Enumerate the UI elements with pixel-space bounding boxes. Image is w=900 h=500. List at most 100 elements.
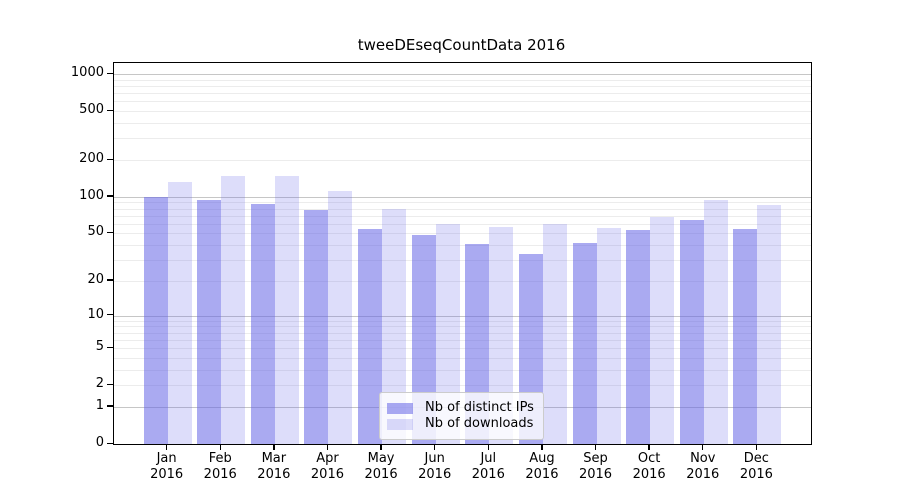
grid-line-minor [114, 123, 811, 125]
grid-line-minor [114, 357, 811, 359]
x-tick-label: Jun 2016 [418, 451, 452, 482]
bar-downloads [328, 190, 353, 444]
x-tick-label: Aug 2016 [525, 451, 559, 482]
x-tick-mark [702, 444, 704, 450]
bar-distinct-ips [304, 210, 329, 444]
x-tick-label: Dec 2016 [739, 451, 773, 482]
y-tick-mark [107, 405, 113, 407]
y-tick-label: 1 [95, 397, 104, 413]
bar-distinct-ips [358, 229, 383, 444]
y-tick-mark [107, 231, 113, 234]
x-tick-label: Jul 2016 [471, 451, 505, 482]
bar-downloads [596, 227, 621, 444]
grid-line-minor [114, 245, 811, 247]
x-tick-mark [755, 444, 758, 450]
grid-line-minor [114, 280, 811, 282]
legend-row-downloads: Nb of downloads [387, 417, 534, 431]
bar-downloads [542, 223, 567, 444]
x-tick-label: Apr 2016 [310, 451, 344, 482]
bar-distinct-ips [143, 196, 168, 444]
grid-line-minor [114, 320, 811, 322]
chart-title: tweeDEseqCountData 2016 [357, 36, 566, 54]
y-tick-label: 0 [95, 435, 104, 450]
plot-area [113, 62, 812, 445]
x-tick-label: Sep 2016 [578, 451, 613, 482]
grid-line-minor [114, 208, 811, 210]
x-tick-mark [165, 444, 168, 450]
x-tick-mark [648, 444, 650, 450]
y-tick-label: 100 [79, 187, 104, 203]
bar-distinct-ips [572, 242, 597, 444]
x-tick-label: Mar 2016 [257, 451, 291, 482]
bar-distinct-ips [733, 229, 758, 444]
y-tick-label: 20 [87, 271, 104, 287]
x-tick-mark [594, 444, 597, 450]
x-tick-label: Feb 2016 [203, 451, 237, 482]
x-tick-mark [273, 444, 275, 450]
y-tick-label: 5 [95, 339, 104, 355]
x-tick-mark [380, 444, 382, 450]
grid-line-minor [114, 93, 811, 95]
grid-line-major [114, 74, 811, 76]
legend-swatch-downloads [387, 418, 413, 430]
bar-downloads [703, 200, 728, 444]
x-tick-mark [326, 444, 329, 450]
grid-line-minor [114, 326, 811, 328]
legend-row-distinct-ips: Nb of distinct IPs [387, 401, 534, 415]
y-tick-mark [107, 383, 113, 386]
grid-line-minor [114, 385, 811, 387]
y-tick-mark [107, 195, 113, 197]
y-tick-mark [107, 346, 113, 348]
grid-line-minor [114, 160, 811, 162]
grid-line-minor [114, 86, 811, 87]
y-tick-mark [107, 279, 113, 281]
grid-line-minor [114, 369, 811, 371]
bar-distinct-ips [679, 219, 704, 444]
legend-label-downloads: Nb of downloads [425, 416, 534, 431]
bar-downloads [274, 176, 299, 444]
y-tick-mark [107, 109, 113, 112]
y-tick-label: 500 [79, 102, 104, 118]
legend: Nb of distinct IPs Nb of downloads [379, 392, 544, 440]
bar-distinct-ips [626, 230, 651, 444]
y-tick-label: 50 [87, 224, 104, 240]
bar-downloads [167, 181, 192, 444]
grid-line-major [114, 196, 811, 198]
grid-line-minor [114, 339, 811, 341]
x-tick-mark [219, 444, 221, 450]
y-tick-mark [107, 72, 113, 74]
grid-line-minor [114, 233, 811, 235]
grid-line-minor [114, 223, 811, 225]
grid-line-minor [114, 202, 811, 204]
y-tick-mark [107, 442, 113, 444]
x-tick-mark [487, 444, 489, 450]
grid-line-minor [114, 215, 811, 217]
legend-swatch-distinct-ips [387, 402, 413, 414]
y-tick-label: 200 [79, 151, 104, 167]
bar-distinct-ips [250, 203, 275, 444]
x-tick-label: Jan 2016 [150, 451, 184, 482]
legend-label-distinct-ips: Nb of distinct IPs [425, 400, 534, 415]
grid-line-minor [114, 79, 811, 81]
grid-line-minor [114, 348, 811, 350]
grid-line-minor [114, 111, 811, 113]
x-tick-mark [433, 444, 436, 450]
x-tick-label: May 2016 [364, 451, 398, 482]
grid-line-minor [114, 101, 811, 103]
bar-distinct-ips [197, 200, 222, 444]
bar-downloads [757, 204, 782, 444]
grid-line-major [114, 315, 811, 317]
y-tick-mark [107, 314, 113, 316]
x-tick-label: Oct 2016 [632, 451, 666, 482]
y-tick-label: 1000 [70, 65, 104, 81]
grid-line-minor [114, 332, 811, 334]
grid-line-minor [114, 138, 811, 140]
y-tick-label: 2 [95, 376, 104, 392]
bar-downloads [650, 217, 675, 444]
y-tick-label: 10 [87, 306, 104, 322]
y-tick-mark [107, 158, 113, 160]
grid-line-minor [114, 260, 811, 262]
x-tick-label: Nov 2016 [686, 451, 720, 482]
x-tick-mark [541, 444, 543, 450]
